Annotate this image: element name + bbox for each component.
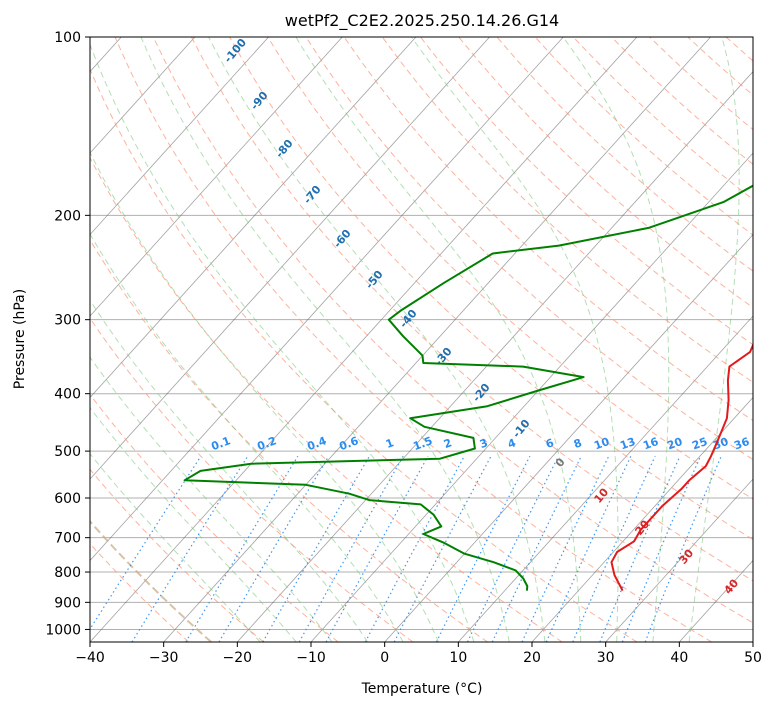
mixing-ratio-label: 36 (732, 435, 751, 453)
y-tick-label: 400 (54, 387, 81, 403)
dewpoint-profile-line (183, 184, 753, 591)
profile-series (183, 184, 753, 592)
mixing-ratio-label: 1.5 (411, 434, 434, 453)
background-lines (90, 37, 753, 642)
isotherm-line (90, 37, 269, 236)
y-axis-label: Pressure (hPa) (12, 289, 28, 389)
x-tick-label: −10 (296, 650, 326, 666)
x-tick-label: 10 (449, 650, 467, 666)
dry-adiabat-line (190, 37, 753, 582)
temperature-profile-line (610, 342, 753, 592)
y-tick-label: 800 (54, 565, 81, 581)
background-labels: 0.1 0.2 0.4 0.6 1 1.5 2 3 4 6 8 10 13 16 20 25 30 36-100-… (209, 37, 751, 597)
isotherm-line (531, 396, 753, 642)
y-tick-label: 500 (54, 444, 81, 460)
x-tick-label: −40 (75, 650, 105, 666)
mixing-ratio-label: 0.4 (305, 434, 328, 453)
x-tick-label: 20 (523, 650, 541, 666)
mixing-ratio-label: 0.1 (209, 434, 232, 453)
mixing-ratio-line (545, 455, 632, 642)
mixing-ratio-line (131, 455, 249, 642)
mixing-ratio-line (521, 455, 610, 642)
moist-adiabat-line (90, 406, 297, 642)
moist-adiabat-line (90, 356, 333, 642)
y-tick-label: 900 (54, 595, 81, 611)
mixing-ratio-label: 30 (711, 435, 730, 453)
mixing-ratio-line (185, 455, 299, 642)
moist-adiabat-line (140, 37, 510, 642)
chart-title: wetPf2_C2E2.2025.250.14.26.G14 (285, 11, 559, 31)
y-tick-label: 200 (54, 208, 81, 224)
mixing-ratio-label: 1 (384, 436, 396, 451)
x-axis-label: Temperature (°C) (361, 681, 483, 697)
moist-adiabat-line (90, 232, 404, 642)
plot-frame (89, 36, 754, 643)
dry-adiabat-line (90, 468, 264, 642)
x-tick-label: −20 (223, 650, 253, 666)
x-tick-label: 30 (597, 650, 615, 666)
mixing-ratio-label: 25 (690, 435, 709, 452)
isotherm-line (90, 37, 343, 317)
moist-adiabat-line (90, 299, 369, 642)
mixing-ratio-label: 0.2 (255, 434, 278, 453)
dry-adiabat-line (229, 37, 753, 541)
x-tick-label: 40 (670, 650, 688, 666)
dry-adiabat-line (90, 238, 488, 642)
x-tick-label: 50 (744, 650, 762, 666)
y-tick-label: 100 (54, 30, 81, 46)
mixing-ratio-line (393, 455, 492, 642)
isotherm-line (237, 71, 753, 642)
isotherm-line (310, 152, 753, 642)
mixing-ratio-label: 8 (572, 436, 584, 451)
dry-adiabat-line (90, 542, 190, 642)
moist-adiabat-line (562, 37, 670, 642)
dry-adiabat-line (305, 37, 753, 461)
reference-adiabat-line (90, 519, 212, 642)
isotherm-line (458, 315, 753, 642)
mixing-ratio-line (218, 455, 330, 642)
dry-adiabat-line (90, 156, 563, 642)
moist-adiabat-line (90, 151, 439, 642)
mixing-ratio-label: 0.6 (337, 434, 360, 453)
x-tick-label: −30 (149, 650, 179, 666)
isotherm-line (384, 233, 753, 642)
dry-adiabat-line (267, 37, 753, 500)
mixing-ratio-line (90, 455, 202, 631)
moist-adiabat-line (208, 37, 546, 642)
isotherm-line (90, 37, 638, 642)
mixing-ratio-label: 16 (641, 435, 660, 453)
axes: −40 −30 −20 −10 0 10 20 30 40 5010020030040050060… (45, 30, 762, 666)
mixing-ratio-label: 20 (665, 435, 684, 453)
mixing-ratio-line (644, 455, 722, 642)
isotherm-line (90, 37, 417, 399)
y-tick-label: 600 (54, 491, 81, 507)
mixing-ratio-line (364, 455, 465, 642)
mixing-ratio-line (325, 455, 429, 642)
moist-adiabat-line (90, 453, 261, 642)
dry-adiabat-line (114, 37, 712, 642)
y-tick-label: 1000 (45, 622, 81, 638)
isotherm-line (605, 478, 753, 642)
moist-adiabat-line (90, 43, 475, 642)
mixing-ratio-label: 4 (506, 436, 518, 451)
mixing-ratio-label: 13 (618, 435, 637, 452)
moist-adiabat-line (688, 37, 740, 642)
mixing-ratio-label: 6 (544, 436, 556, 451)
dry-adiabat-line (458, 37, 753, 309)
mixing-ratio-label: 10 (592, 435, 611, 453)
isotherm-line (163, 37, 711, 642)
x-tick-label: 0 (380, 650, 389, 666)
mixing-ratio-label: 3 (478, 436, 490, 451)
y-tick-label: 300 (54, 313, 81, 329)
dry-adiabat-line (152, 37, 753, 624)
dry-adiabat-line (90, 393, 339, 642)
isotherm-line (90, 37, 196, 154)
mixing-ratio-label: 2 (442, 436, 454, 451)
y-tick-label: 700 (54, 531, 81, 547)
isotherm-line (90, 37, 490, 480)
